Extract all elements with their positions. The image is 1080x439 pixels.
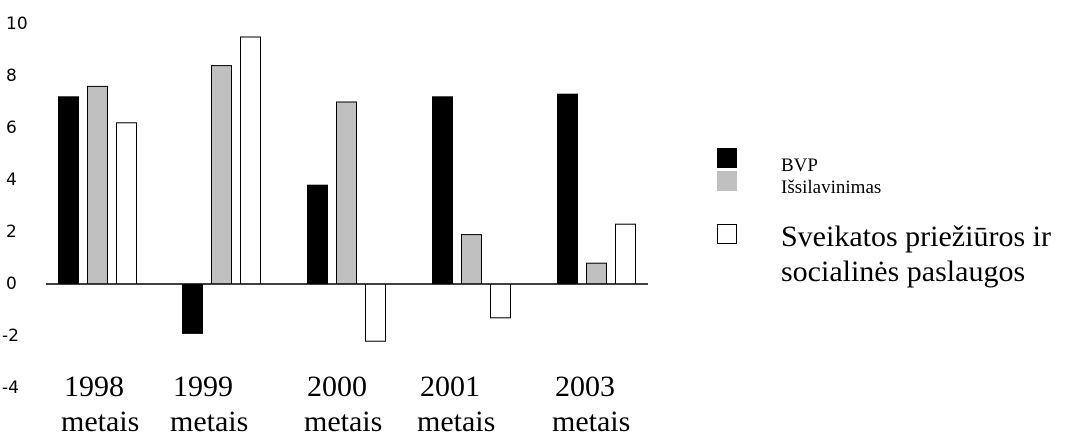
category-label-year: 2003 (555, 370, 615, 403)
legend-swatch-sveikatos (717, 224, 737, 244)
category-label-year: 1999 (173, 370, 233, 403)
bar-sveikatos (365, 283, 386, 342)
bar-bvp (58, 96, 79, 285)
category-label-suffix: metais (304, 405, 382, 438)
category-label-year: 1998 (64, 370, 124, 403)
y-tick-label: -2 (2, 326, 19, 346)
bar-issilavinimas (211, 65, 232, 285)
bars (58, 36, 636, 342)
bar-issilavinimas (461, 234, 482, 285)
bar-sveikatos (116, 122, 137, 285)
y-axis-tick-labels: 10 8 6 4 2 0 -2 -4 (2, 14, 28, 398)
bar-bvp (557, 93, 578, 285)
category-label-suffix: metais (417, 405, 495, 438)
bar-issilavinimas (336, 101, 357, 285)
y-tick-label: 6 (6, 118, 17, 138)
x-axis-category-labels: 1998 metais 1999 metais 2000 metais 2001… (61, 370, 630, 438)
legend-swatch-issilavinimas (717, 171, 737, 191)
bar-sveikatos (615, 223, 636, 285)
y-tick-label: 0 (6, 274, 17, 294)
y-tick-label: 2 (6, 222, 17, 242)
legend-swatch-bvp (717, 148, 737, 168)
bar-issilavinimas (586, 262, 607, 285)
bar-bvp (432, 96, 453, 285)
y-tick-label: 8 (6, 66, 17, 86)
bar-sveikatos (240, 36, 261, 285)
y-tick-label: 4 (6, 170, 17, 190)
bar-bvp (307, 184, 328, 285)
legend-label-line1: Sveikatos priežiūros ir (781, 220, 1051, 253)
category-label-year: 2001 (420, 370, 480, 403)
category-label-year: 2000 (307, 370, 367, 403)
legend-label: Išsilavinimas (781, 177, 881, 198)
y-tick-label: 10 (6, 14, 28, 34)
legend-label-line2: socialinės paslaugos (781, 255, 1025, 288)
bar-sveikatos (490, 283, 511, 319)
legend: BVP Išsilavinimas Sveikatos priežiūros i… (717, 148, 1051, 288)
bar-issilavinimas (87, 85, 108, 285)
legend-label: BVP (781, 155, 818, 176)
category-label-suffix: metais (552, 405, 630, 438)
y-tick-label: -4 (2, 378, 19, 398)
category-label-suffix: metais (170, 405, 248, 438)
bar-bvp (182, 283, 203, 334)
category-label-suffix: metais (61, 405, 139, 438)
